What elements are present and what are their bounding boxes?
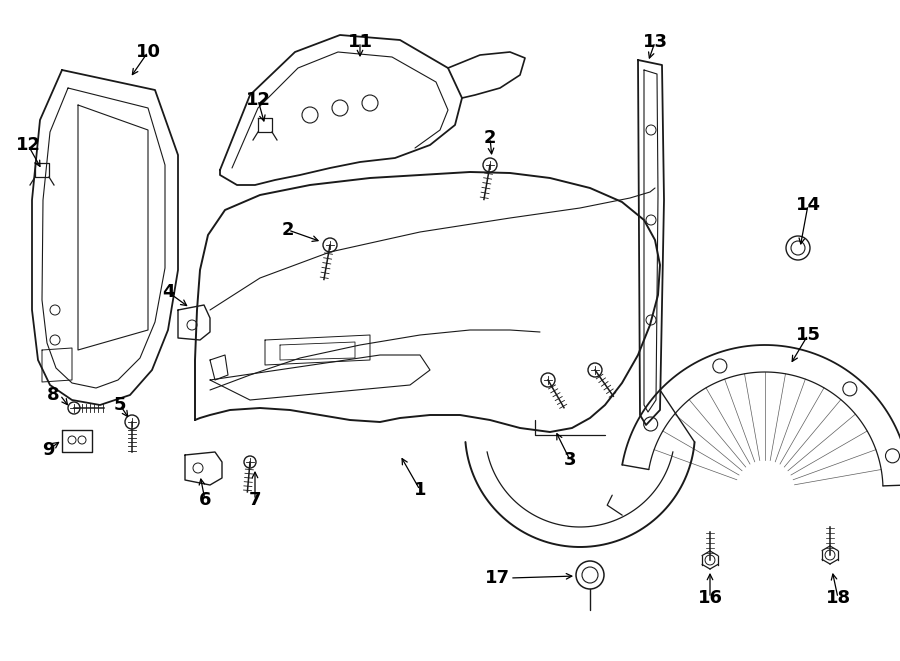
Text: 3: 3 <box>563 451 576 469</box>
Text: 15: 15 <box>796 326 821 344</box>
Text: 7: 7 <box>248 491 261 509</box>
Text: 2: 2 <box>282 221 294 239</box>
Text: 13: 13 <box>643 33 668 51</box>
Text: 6: 6 <box>199 491 212 509</box>
Text: 8: 8 <box>48 386 60 404</box>
Text: 14: 14 <box>796 196 821 214</box>
Text: 11: 11 <box>347 33 373 51</box>
Text: 9: 9 <box>41 441 54 459</box>
Text: 17: 17 <box>485 569 510 587</box>
Text: 12: 12 <box>15 136 40 154</box>
Text: 12: 12 <box>246 91 271 109</box>
Text: 16: 16 <box>698 589 723 607</box>
Text: 5: 5 <box>113 396 126 414</box>
Text: 1: 1 <box>414 481 427 499</box>
Text: 4: 4 <box>162 283 175 301</box>
Text: 2: 2 <box>484 129 496 147</box>
Text: 18: 18 <box>825 589 850 607</box>
Text: 10: 10 <box>136 43 160 61</box>
